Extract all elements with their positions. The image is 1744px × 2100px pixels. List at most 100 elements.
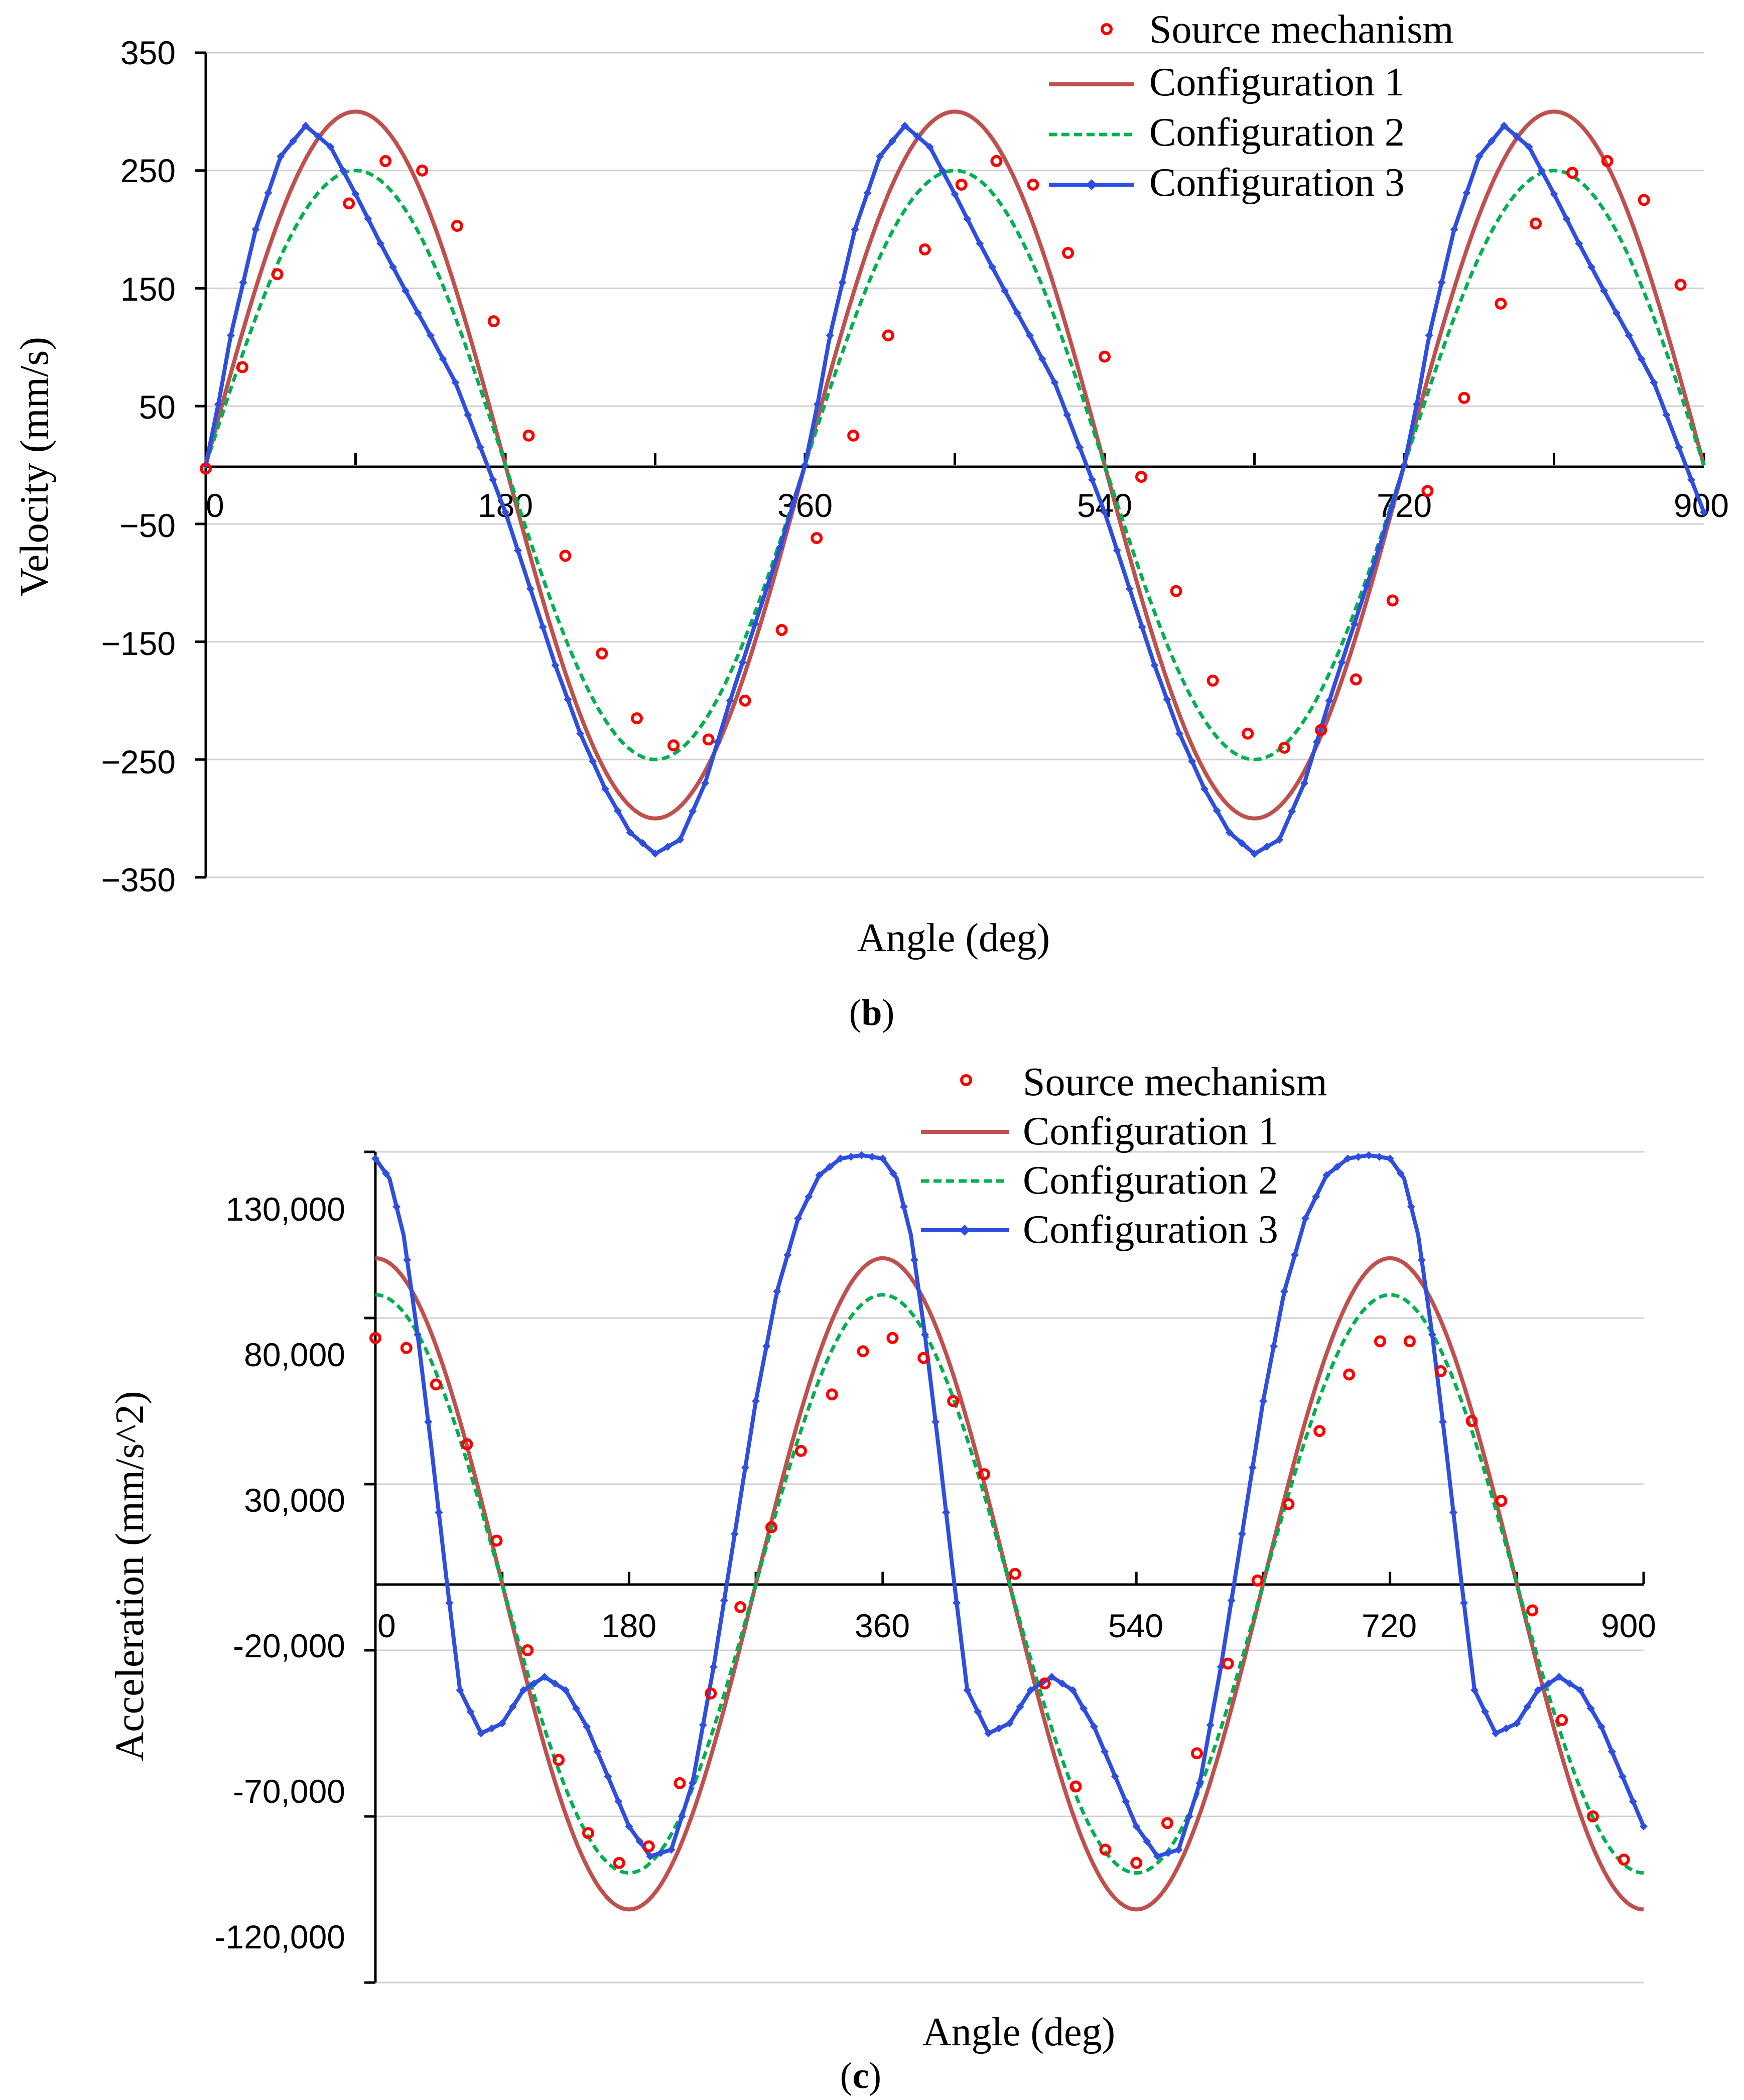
c-point-source-mechanism <box>1526 1604 1539 1617</box>
c-point-configuration-3 <box>878 1154 887 1163</box>
c-point-configuration-3 <box>815 1171 824 1179</box>
c-point-configuration-3 <box>583 1723 591 1731</box>
c-point-configuration-3 <box>1407 1203 1415 1211</box>
b-point-configuration-3 <box>451 378 460 387</box>
c-point-configuration-3 <box>1206 1721 1215 1729</box>
c-point-configuration-3 <box>667 1846 676 1854</box>
c-point-configuration-3 <box>1607 1747 1616 1756</box>
b-point-configuration-3 <box>1125 584 1134 593</box>
b-point-configuration-3 <box>551 661 560 670</box>
b-point-configuration-3 <box>1163 695 1171 704</box>
b-point-source-mechanism <box>667 739 680 752</box>
c-point-source-mechanism <box>1130 1857 1143 1869</box>
b-point-configuration-3 <box>1101 508 1109 516</box>
b-point-configuration-3 <box>1550 190 1558 198</box>
c-point-configuration-3 <box>773 1287 781 1296</box>
b-point-configuration-3 <box>638 839 647 847</box>
c-point-configuration-3 <box>720 1596 728 1605</box>
c-gridlines <box>375 1151 1644 1984</box>
b-point-configuration-3 <box>1138 623 1146 631</box>
b-point-configuration-3 <box>963 214 972 223</box>
c-point-configuration-3 <box>1544 1679 1553 1688</box>
b-point-configuration-3 <box>376 239 385 248</box>
c-point-configuration-3 <box>593 1747 602 1756</box>
b-point-configuration-3 <box>489 475 497 484</box>
b-point-configuration-3 <box>1188 757 1196 765</box>
c-point-configuration-3 <box>678 1812 686 1820</box>
c-point-configuration-3 <box>1565 1679 1574 1688</box>
b-point-configuration-3 <box>976 239 984 248</box>
b-point-configuration-3 <box>1063 411 1071 419</box>
b-xtick-label: 360 <box>777 487 833 524</box>
c-point-configuration-3 <box>826 1162 834 1171</box>
c-point-source-mechanism <box>1099 1844 1112 1856</box>
b-point-source-mechanism <box>1350 673 1362 686</box>
c-point-configuration-3 <box>1122 1797 1130 1806</box>
b-point-configuration-3 <box>651 850 659 858</box>
b-point-source-mechanism <box>596 647 608 660</box>
b-point-configuration-3 <box>526 584 534 593</box>
c-point-configuration-3 <box>1079 1704 1088 1713</box>
c-point-configuration-3 <box>1047 1672 1056 1681</box>
b-point-source-mechanism <box>451 220 463 232</box>
c-point-configuration-3 <box>1586 1704 1595 1713</box>
c-point-configuration-3 <box>1618 1772 1627 1781</box>
b-point-source-mechanism <box>559 550 572 562</box>
c-point-configuration-3 <box>508 1702 517 1711</box>
b-point-configuration-3 <box>401 287 410 295</box>
b-point-configuration-3 <box>1113 546 1121 555</box>
c-ytick-label: 80,000 <box>244 1336 345 1373</box>
c-point-configuration-3 <box>1269 1342 1278 1351</box>
c-point-configuration-3 <box>1640 1822 1648 1830</box>
c-point-configuration-3 <box>752 1397 760 1405</box>
c-point-configuration-3 <box>1195 1779 1204 1787</box>
c-point-configuration-3 <box>614 1797 623 1806</box>
b-point-configuration-3 <box>1512 132 1521 141</box>
c-point-source-mechanism <box>1009 1567 1021 1580</box>
c-point-configuration-3 <box>1396 1169 1405 1178</box>
c-x-tick-marks <box>501 1571 1645 1584</box>
b-point-source-mechanism <box>1062 247 1075 259</box>
c-point-configuration-3 <box>1629 1797 1637 1806</box>
b-point-configuration-3 <box>1038 355 1046 363</box>
b-point-configuration-3 <box>389 263 397 272</box>
b-point-configuration-3 <box>414 309 422 317</box>
b-point-configuration-3 <box>1288 807 1296 816</box>
c-ytick-label: -20,000 <box>233 1627 345 1664</box>
b-point-configuration-3 <box>713 738 722 746</box>
c-point-configuration-3 <box>974 1708 982 1716</box>
b-point-configuration-3 <box>339 166 347 175</box>
b-point-configuration-3 <box>1312 738 1321 746</box>
b-point-configuration-3 <box>1250 850 1259 858</box>
c-point-configuration-3 <box>1481 1708 1490 1716</box>
c-point-configuration-3 <box>1386 1154 1394 1163</box>
c-line-configuration-3 <box>373 1153 1646 1858</box>
b-point-configuration-3 <box>788 502 797 510</box>
b-point-configuration-3 <box>351 190 360 198</box>
b-point-configuration-3 <box>988 263 997 272</box>
b-point-source-mechanism <box>775 624 788 636</box>
b-point-source-mechanism <box>811 532 823 545</box>
b-point-source-mechanism <box>1674 279 1687 291</box>
b-point-configuration-3 <box>539 623 547 631</box>
b-point-configuration-3 <box>1437 278 1446 287</box>
b-xtick-label: 0 <box>206 487 224 524</box>
b-point-configuration-3 <box>576 729 585 738</box>
c-point-configuration-3 <box>551 1679 559 1688</box>
c-point-configuration-3 <box>1016 1702 1024 1711</box>
c-point-configuration-3 <box>1597 1723 1605 1731</box>
c-point-configuration-3 <box>794 1214 802 1223</box>
c-ytick-label: 130,000 <box>225 1191 345 1228</box>
c-xtick-label: 720 <box>1362 1607 1417 1644</box>
c-point-configuration-3 <box>1090 1723 1098 1731</box>
c-point-source-mechanism <box>1190 1747 1203 1760</box>
c-point-configuration-3 <box>424 1417 433 1426</box>
b-point-configuration-3 <box>1263 842 1271 851</box>
b-point-configuration-3 <box>513 546 522 555</box>
b-point-configuration-3 <box>1562 214 1571 223</box>
b-legend: Source mechanism Configuration 1 Configu… <box>1049 8 1453 205</box>
c-point-source-mechanism <box>978 1468 990 1481</box>
c-legend: Source mechanism Configuration 1 Configu… <box>921 1060 1327 1252</box>
b-point-configuration-3 <box>476 443 485 452</box>
b-point-configuration-3 <box>1650 378 1658 387</box>
